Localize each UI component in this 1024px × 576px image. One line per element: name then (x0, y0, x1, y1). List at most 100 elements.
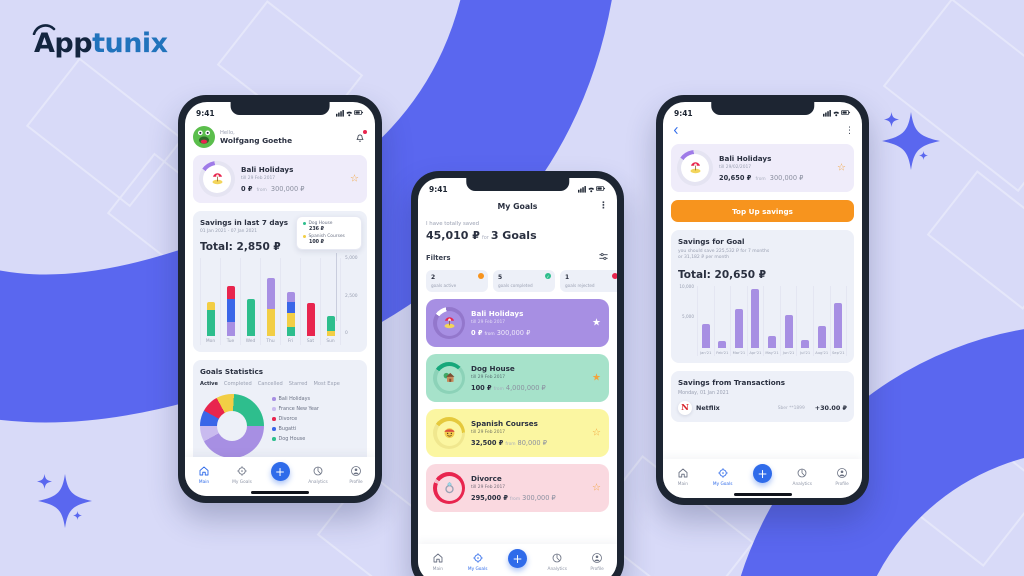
goal-saved: 20,650 ₽ (719, 173, 752, 182)
nav-item-my-goals[interactable]: My Goals (464, 552, 492, 572)
back-chevron-icon[interactable] (671, 125, 681, 138)
filter-chip-goals-rejected[interactable]: 1 goals rejected (560, 270, 617, 292)
goal-card-bali-detail[interactable]: Bali Holidays till 29/02/2017 20,650 ₽ f… (671, 144, 854, 192)
nav-item-profile[interactable]: Profile (342, 465, 370, 485)
bar-segment (246, 298, 255, 336)
bell-icon[interactable] (354, 129, 367, 144)
x-tick-label: Jan'21 (700, 351, 712, 355)
star-icon[interactable]: ★ (592, 317, 601, 329)
stacked-bar (321, 258, 340, 336)
nav-add-goal-button[interactable]: + (748, 464, 776, 483)
total-label: Total: (200, 241, 233, 253)
goal-card-spanish-courses[interactable]: Spanish Courses till 29 Feb 2017 32,500 ₽ f… (426, 409, 609, 457)
detail-header-row: ⋮ (671, 125, 854, 137)
stats-tab-active[interactable]: Active (200, 381, 218, 387)
phone-mockup-goal-detail: 9:41 ⋮ Bali Holidays till 29/02/2017 20,… (656, 95, 869, 505)
nav-label: My Goals (232, 479, 252, 485)
bottom-nav: Main My Goals + Analytics Profile (418, 544, 617, 576)
goal-card-divorce[interactable]: Divorce till 29 Feb 2017 295,000 ₽ from 300,… (426, 464, 609, 512)
nav-item-my-goals[interactable]: My Goals (228, 465, 256, 485)
savings-goal-title: Savings for Goal (678, 237, 745, 246)
top-up-savings-button[interactable]: Top Up savings (671, 200, 854, 222)
status-bar: 9:41 (185, 102, 375, 119)
bar-wrap (831, 286, 847, 348)
nav-add-goal-button[interactable]: + (266, 462, 294, 481)
y-tick-label: 0 (345, 331, 348, 336)
phone-mockup-dashboard: 9:41 Hello, Wolfgang Goethe Bali Holiday… (178, 95, 382, 503)
goal-title: Dog House (471, 364, 515, 374)
nav-item-profile[interactable]: Profile (583, 552, 611, 572)
goal-card-bali[interactable]: Bali Holidays till 29 Feb 2017 0 ₽ from … (193, 155, 367, 203)
saved-goals-count: 3 Goals (490, 229, 537, 242)
nav-add-goal-button[interactable]: + (503, 549, 531, 568)
bar-segment (206, 309, 215, 336)
logo-swoosh-icon (32, 24, 56, 35)
nav-item-profile[interactable]: Profile (828, 467, 856, 487)
goal-saved: 100 ₽ (471, 383, 492, 392)
stacked-bar (261, 258, 280, 336)
star-icon[interactable]: ★ (592, 372, 601, 384)
chart-column-mon: Mon (200, 258, 220, 345)
x-tick-label: May'21 (765, 351, 779, 355)
nav-item-analytics[interactable]: Analytics (543, 552, 571, 572)
status-icons (578, 184, 606, 195)
chart-y-axis: 5,000 2,500 0 (341, 256, 360, 345)
stats-tab-most-expe[interactable]: Most Expe (313, 381, 340, 387)
tooltip-name-text: Spanish Courses (308, 234, 345, 239)
stats-tab-starred[interactable]: Starred (288, 381, 308, 387)
house-icon (442, 370, 457, 387)
pie-icon (312, 465, 324, 479)
nav-item-analytics[interactable]: Analytics (788, 467, 816, 487)
home-indicator[interactable] (733, 492, 792, 496)
y-tick-label: 10,000 (679, 284, 694, 289)
kebab-menu-icon[interactable]: ⋮ (599, 201, 608, 211)
goal-card-bali-holidays[interactable]: Bali Holidays till 29 Feb 2017 0 ₽ from 300,… (426, 299, 609, 347)
transaction-row[interactable]: N Netflix Sber **1899 +30.00 ₽ (678, 401, 847, 415)
stats-tab-completed[interactable]: Completed (223, 381, 252, 387)
goal-card-dog-house[interactable]: Dog House till 29 Feb 2017 100 ₽ from 4,000,… (426, 354, 609, 402)
kebab-menu-icon[interactable]: ⋮ (845, 126, 854, 136)
nav-item-main[interactable]: Main (669, 467, 697, 487)
filter-chip-goals-active[interactable]: 2 goals active (426, 270, 488, 292)
sliders-icon[interactable] (598, 251, 609, 264)
nav-item-main[interactable]: Main (424, 552, 452, 572)
legend-label: France New Year (278, 406, 319, 412)
star-icon[interactable]: ☆ (592, 482, 601, 494)
stats-tab-cancelled[interactable]: Cancelled (257, 381, 283, 387)
chart-column-Aug21: Aug'21 (812, 286, 830, 356)
home-indicator[interactable] (251, 490, 309, 494)
goal-amounts: 295,000 ₽ from 300,000 ₽ (471, 494, 556, 502)
transactions-date: Monday, 01 Jan 2021 (678, 391, 729, 396)
sparkle-icon (37, 474, 52, 489)
nav-item-main[interactable]: Main (190, 465, 218, 485)
phone-notch (230, 102, 330, 115)
nav-item-my-goals[interactable]: My Goals (709, 467, 737, 487)
filter-chip-goals-completed[interactable]: 5 goals completed ✓ (493, 270, 555, 292)
x-tick-label: Sep'21 (831, 351, 845, 355)
tooltip-series-name: Spanish Courses (303, 234, 355, 239)
nav-label: My Goals (712, 481, 733, 487)
goal-amounts: 20,650 ₽ from 300,000 ₽ (719, 174, 803, 182)
chart-column-Mar21: Mar'21 (730, 286, 747, 356)
legend-item: Bali Holidays (272, 396, 360, 402)
bar-wrap (748, 286, 764, 348)
goal-card-body: Divorce till 29 Feb 2017 295,000 ₽ from 300,… (471, 474, 556, 502)
person-icon (591, 552, 603, 566)
chart-tooltip: Dog House 236 ₽ Spanish Courses 100 ₽ (296, 216, 362, 250)
avatar[interactable] (193, 126, 215, 148)
chart-y-axis: 10,000 5,000 (678, 284, 697, 356)
nav-label: My Goals (467, 566, 488, 572)
nav-item-analytics[interactable]: Analytics (304, 465, 332, 485)
legend-dot (272, 417, 276, 421)
goal-from-label: from (505, 441, 516, 447)
chart-column-fri: Fri (280, 258, 300, 345)
sparkle-icon (884, 112, 899, 127)
goal-from-label: from (484, 331, 495, 337)
star-icon[interactable]: ☆ (350, 173, 359, 185)
statistics-tabs: Active Completed Cancelled Starred Most Expe (200, 381, 360, 387)
star-icon[interactable]: ☆ (592, 427, 601, 439)
star-icon[interactable]: ☆ (837, 162, 846, 174)
x-tick-label: Sat (306, 339, 315, 344)
bar-segment (226, 298, 235, 322)
